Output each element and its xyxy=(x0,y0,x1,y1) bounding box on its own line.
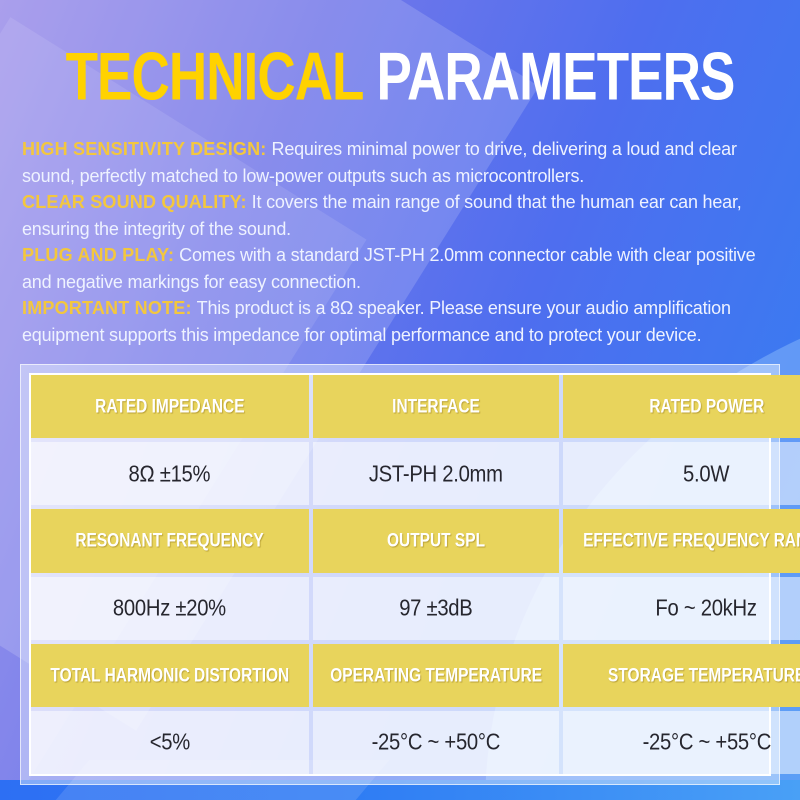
spec-table-grid: RATED IMPEDANCE INTERFACE RATED POWER 8Ω… xyxy=(29,373,800,776)
feature-text: Comes with a standard JST-PH 2.0mm conne… xyxy=(22,245,756,292)
feature-label: HIGH SENSITIVITY DESIGN: xyxy=(22,139,267,159)
feature-list: HIGH SENSITIVITY DESIGN: Requires minimal… xyxy=(22,136,780,348)
spec-header-cell: RATED POWER xyxy=(563,375,800,439)
spec-header-cell: RESONANT FREQUENCY xyxy=(31,509,309,573)
spec-value-cell: JST-PH 2.0mm xyxy=(312,442,560,506)
feature-text: This product is a 8Ω speaker. Please ens… xyxy=(22,298,731,345)
spec-value-cell: -25°C ~ +55°C xyxy=(563,710,800,774)
feature-label: IMPORTANT NOTE: xyxy=(22,298,192,318)
page-title-rest: PARAMETERS xyxy=(376,39,736,115)
feature-item: PLUG AND PLAY: Comes with a standard JST-… xyxy=(22,242,780,295)
spec-header-cell: EFFECTIVE FREQUENCY RANGE xyxy=(563,509,800,573)
spec-table: RATED IMPEDANCE INTERFACE RATED POWER 8Ω… xyxy=(20,364,800,785)
spec-header-cell: RATED IMPEDANCE xyxy=(31,375,309,439)
feature-label: PLUG AND PLAY: xyxy=(22,245,175,265)
spec-header-cell: STORAGE TEMPERATURE xyxy=(563,643,800,707)
bottom-band-decoration xyxy=(0,780,800,800)
spec-header-cell: TOTAL HARMONIC DISTORTION xyxy=(31,643,309,707)
spec-value-cell: 5.0W xyxy=(563,442,800,506)
spec-header-cell: OPERATING TEMPERATURE xyxy=(312,643,560,707)
spec-value-cell: <5% xyxy=(31,710,309,774)
spec-header-cell: INTERFACE xyxy=(312,375,560,439)
spec-value-cell: -25°C ~ +50°C xyxy=(312,710,560,774)
spec-value-cell: 8Ω ±15% xyxy=(31,442,309,506)
feature-text: It covers the main range of sound that t… xyxy=(22,192,742,239)
spec-value-cell: Fo ~ 20kHz xyxy=(563,576,800,640)
feature-item: HIGH SENSITIVITY DESIGN: Requires minimal… xyxy=(22,136,780,189)
feature-item: IMPORTANT NOTE: This product is a 8Ω spea… xyxy=(22,295,780,348)
spec-value-cell: 97 ±3dB xyxy=(312,576,560,640)
page-title-accent: TECHNICAL xyxy=(65,39,365,115)
feature-text: Requires minimal power to drive, deliver… xyxy=(22,139,737,186)
spec-header-cell: OUTPUT SPL xyxy=(312,509,560,573)
feature-label: CLEAR SOUND QUALITY: xyxy=(22,192,247,212)
spec-value-cell: 800Hz ±20% xyxy=(31,576,309,640)
feature-item: CLEAR SOUND QUALITY: It covers the main r… xyxy=(22,189,780,242)
page-title: TECHNICAL PARAMETERS xyxy=(28,38,772,116)
